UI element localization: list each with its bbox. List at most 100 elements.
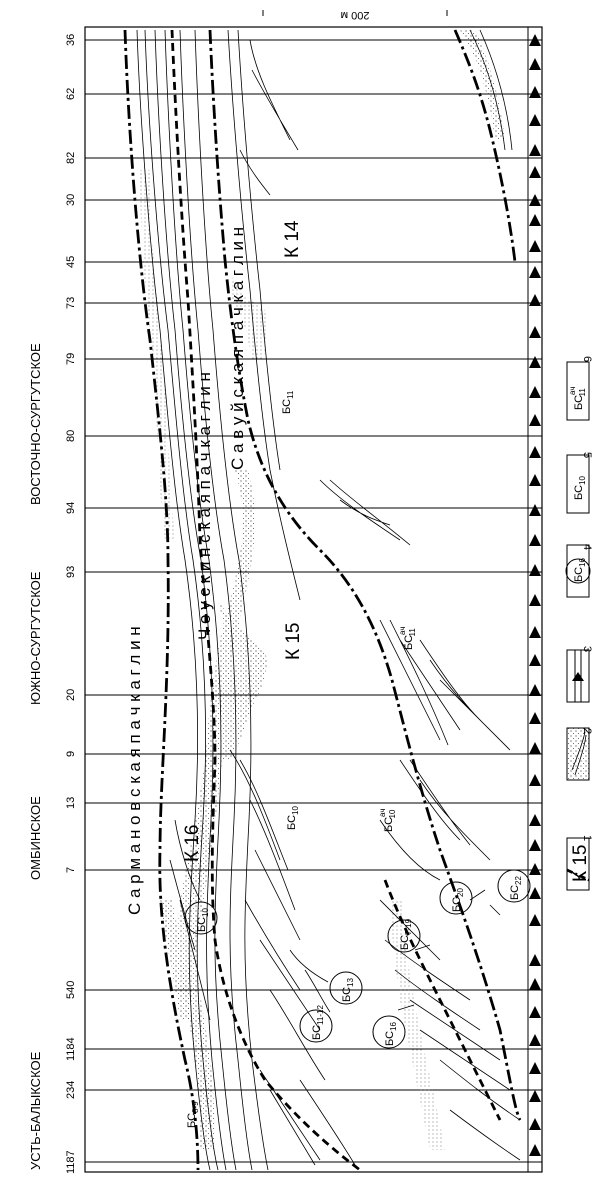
scale-label: 200 м [341,9,370,21]
legend-5-sub: 10 [578,476,587,485]
area-label-yuzhno-surgutskoe: ЮЖНО-СУРГУТСКОЕ [28,571,43,705]
legend-4-number: 4 [581,544,593,550]
bed-circle [387,919,421,953]
well-number: 62 [65,88,77,100]
well-number: 13 [65,797,77,809]
legend-4-base: БС [573,567,585,582]
formation-label-k16: К 16 [182,825,203,862]
legend-5-base: БС [573,485,585,500]
triangle-marker [529,114,541,126]
triangle-marker [529,534,541,546]
triangle-marker [529,474,541,486]
triangle-marker [529,863,541,875]
triangle-marker [529,446,541,458]
bed-label-sub: 11 [286,390,295,399]
legend-4-label: БС16 [573,558,587,582]
legend-1-label: К 15 [570,845,591,882]
bed-label-sub: 20 [456,888,465,897]
triangle-marker [529,326,541,338]
bed-label-sub: 13 [346,978,355,987]
triangle-marker [529,978,541,990]
bed-label-base: БС [451,897,463,912]
well-numbers: 1187 234 1184 540 7 13 9 20 93 94 80 79 73 45 30 82 62 36 [65,34,77,1174]
legend-5-number: 5 [581,452,593,458]
bed-label: БС11 [281,390,295,414]
bed-label-sub: 8-9 [191,1101,200,1113]
well-number: 94 [65,502,77,514]
formation-label-k15: К 15 [283,623,304,660]
legend-box-3 [566,649,590,703]
bed-label-sub: 22 [514,876,523,885]
triangle-marker [529,1090,541,1102]
bed-label: БС11-12 [311,1005,325,1040]
triangle-marker [529,166,541,178]
triangle-marker [529,214,541,226]
well-number: 36 [65,34,77,46]
legend-5-label: БС10 [573,476,587,500]
legend-2-lens [571,731,587,776]
well-lines [85,39,542,1163]
triangle-marker [529,914,541,926]
triangle-marker [529,564,541,576]
triangle-marker [529,594,541,606]
area-label-vostochno-surgutskoe: ВОСТОЧНО-СУРГУТСКОЕ [28,343,43,505]
cheuskinskaya-member-label: Ч е у с к и н с к а я п а ч к а г л и н [195,372,214,640]
bed-label-sub: 16 [389,1022,398,1031]
legend-3-triangle [572,672,584,681]
triangle-marker [529,1118,541,1130]
triangle-marker [529,386,541,398]
bed-circle [299,1009,333,1043]
legend-4-sub: 16 [578,558,587,567]
legend-box-1 [566,837,590,891]
bed-label-base: БС [186,1113,198,1128]
sarmanovskaya-member-label: С а р м а н о в с к а я п а ч к а г л и … [125,626,144,915]
triangle-marker [529,954,541,966]
well-triangle-markers [529,34,541,1156]
bed-label-base: БС [399,935,411,950]
bed-circle [497,869,531,903]
bed-label: БС13 [341,978,355,1002]
triangle-marker [529,144,541,156]
bed-label-sup: ач [378,809,387,817]
bed-circle [329,971,363,1005]
bed-label: БС8-9 [186,1101,200,1128]
formation-label-k14: К 14 [282,220,303,258]
triangle-marker [529,266,541,278]
well-number: 80 [65,430,77,442]
well-number: 73 [65,297,77,309]
well-number: 20 [65,689,77,701]
well-number: 234 [65,1081,77,1099]
bed-label-sub: 7-19 [404,918,413,935]
bed-label: БСач11 [398,627,417,651]
bed-label: БС10 [196,908,210,932]
well-number: 1187 [65,1150,77,1174]
legend-2-number: 2 [581,728,593,734]
bed-label: БС22 [509,876,523,900]
triangle-marker [529,1006,541,1018]
bed-label-sup: ач [398,627,407,635]
legend-3-number: 3 [581,646,593,652]
triangle-marker [529,34,541,46]
legend-box-6 [566,361,590,421]
bed-label-base: БС [384,1031,396,1046]
bed-label: БСач10 [378,809,397,833]
legend-box-5 [566,454,590,514]
well-number: 82 [65,152,77,164]
triangle-marker [529,194,541,206]
bed-label: БС7-19 [399,918,413,950]
triangle-marker [529,839,541,851]
triangle-marker [529,414,541,426]
bed-label-sub: 10 [291,806,300,815]
bed-circle [439,881,473,915]
triangle-marker [529,626,541,638]
legend-6-label: БСач11 [568,387,587,411]
bed-label: БС10 [286,806,300,830]
bed-label-sub: 11-12 [316,1005,325,1025]
triangle-marker [529,654,541,666]
bed-label-base: БС [341,987,353,1002]
well-number: 45 [65,256,77,268]
triangle-marker [529,356,541,368]
area-label-ombinskoe: ОМБИНСКОЕ [28,796,43,880]
